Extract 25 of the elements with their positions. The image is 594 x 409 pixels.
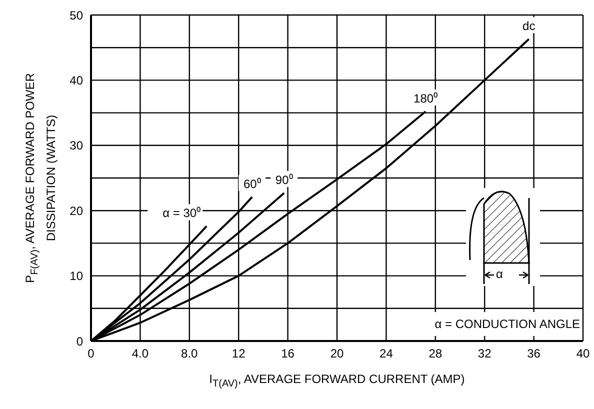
x-tick-label: 40 xyxy=(576,346,590,361)
series-label: 90⁰ xyxy=(275,172,293,187)
x-tick-label: 24 xyxy=(380,346,394,361)
y-tick-label: 40 xyxy=(70,73,84,88)
x-tick-label: 12 xyxy=(232,346,246,361)
x-tick-label: 36 xyxy=(527,346,541,361)
x-tick-label: 0 xyxy=(88,346,95,361)
annotation: α = CONDUCTION ANGLE xyxy=(400,312,580,336)
x-tick-label: 16 xyxy=(281,346,295,361)
annotation: α xyxy=(496,267,503,281)
y-tick-label: 20 xyxy=(70,204,84,218)
x-tick-label: 8.0 xyxy=(181,346,198,361)
series-label: 180⁰ xyxy=(414,91,438,106)
x-tick-label: 20 xyxy=(330,346,344,361)
x-tick-label: 4.0 xyxy=(132,346,149,361)
y-tick-label: 50 xyxy=(70,8,84,22)
x-axis-title: I$_{T(AV)}$, AVERAGE FORWARD CURRENT (AMP) xyxy=(208,372,466,390)
y-tick-label: 0 xyxy=(76,334,84,348)
series-label: α = 30⁰ xyxy=(162,206,201,220)
series-label: dc xyxy=(522,19,536,34)
y-tick-label: 30 xyxy=(70,138,84,153)
x-tick-label: 28 xyxy=(428,346,442,361)
series-label: 60⁰ xyxy=(243,176,261,191)
y-tick-label: 10 xyxy=(70,269,84,284)
x-tick-label: 32 xyxy=(478,346,492,361)
